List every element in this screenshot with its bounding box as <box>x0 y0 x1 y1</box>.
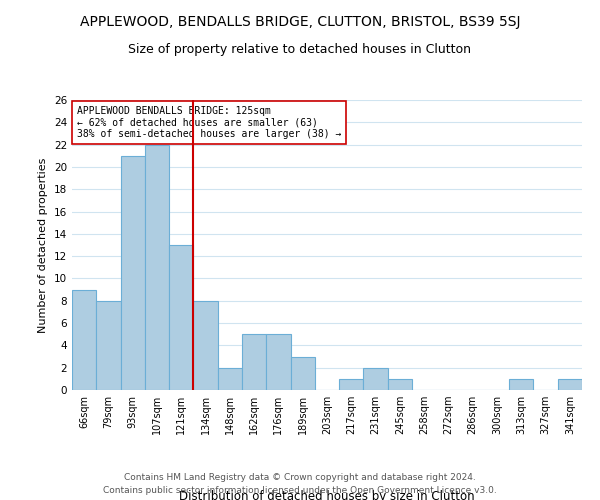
Bar <box>96 301 121 390</box>
Bar <box>339 379 364 390</box>
Y-axis label: Number of detached properties: Number of detached properties <box>38 158 49 332</box>
Bar <box>509 379 533 390</box>
Text: APPLEWOOD, BENDALLS BRIDGE, CLUTTON, BRISTOL, BS39 5SJ: APPLEWOOD, BENDALLS BRIDGE, CLUTTON, BRI… <box>80 15 520 29</box>
Bar <box>145 144 169 390</box>
X-axis label: Distribution of detached houses by size in Clutton: Distribution of detached houses by size … <box>179 490 475 500</box>
Text: Size of property relative to detached houses in Clutton: Size of property relative to detached ho… <box>128 42 472 56</box>
Bar <box>72 290 96 390</box>
Bar <box>388 379 412 390</box>
Text: Contains HM Land Registry data © Crown copyright and database right 2024.
Contai: Contains HM Land Registry data © Crown c… <box>103 474 497 495</box>
Bar <box>218 368 242 390</box>
Bar <box>364 368 388 390</box>
Bar <box>121 156 145 390</box>
Bar <box>290 356 315 390</box>
Bar <box>193 301 218 390</box>
Bar <box>558 379 582 390</box>
Bar <box>169 245 193 390</box>
Bar <box>242 334 266 390</box>
Text: APPLEWOOD BENDALLS BRIDGE: 125sqm
← 62% of detached houses are smaller (63)
38% : APPLEWOOD BENDALLS BRIDGE: 125sqm ← 62% … <box>77 106 341 139</box>
Bar <box>266 334 290 390</box>
